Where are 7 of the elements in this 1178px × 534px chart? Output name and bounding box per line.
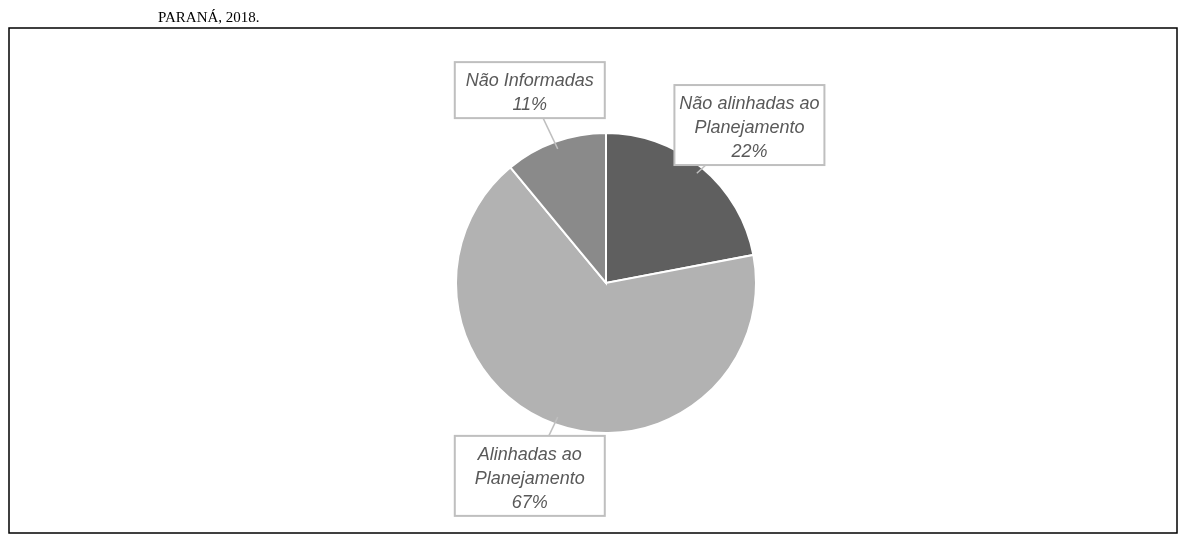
data-label: 22%: [730, 141, 768, 162]
data-label: 11%: [512, 94, 548, 115]
data-label: 67%: [511, 491, 548, 512]
slice-label: Não alinhadas ao Planejamento: [679, 93, 820, 138]
slice-label: Não Informadas: [465, 70, 594, 91]
slice-label: Alinhadas ao Planejamento: [474, 443, 585, 488]
text: PARANÁ, 2018.: [158, 9, 260, 25]
